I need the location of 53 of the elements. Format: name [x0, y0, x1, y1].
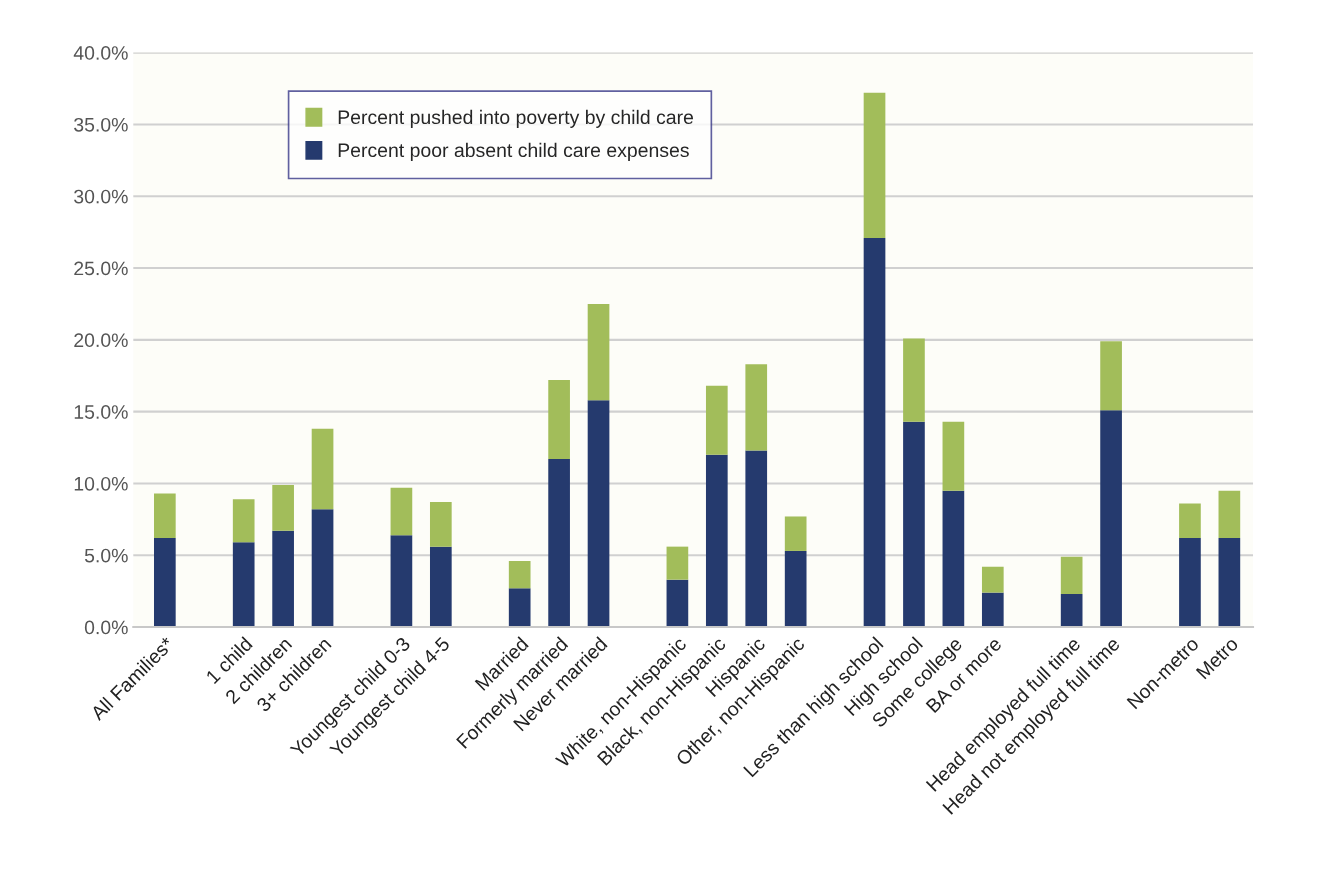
bar [903, 338, 925, 422]
bar [784, 550, 807, 628]
bar [311, 428, 334, 510]
bar [745, 450, 768, 628]
bar [1060, 594, 1083, 628]
bar [1179, 503, 1201, 539]
bar [1179, 538, 1201, 628]
legend-label: Percent poor absent child care expenses [338, 142, 689, 161]
bar [548, 459, 570, 628]
y-tick-label: 35.0% [74, 117, 128, 132]
bar [942, 490, 965, 628]
y-tick-label: 25.0% [74, 261, 128, 276]
y-tick-label: 15.0% [74, 405, 128, 419]
y-tick-label: 5.0% [84, 548, 128, 563]
bar [705, 454, 728, 628]
bar [705, 385, 728, 455]
bar [1218, 538, 1241, 628]
bar [232, 542, 255, 628]
bar [745, 364, 768, 451]
bar [863, 92, 886, 238]
bar [1060, 556, 1083, 595]
bar [942, 421, 965, 491]
bar [784, 516, 807, 551]
bar [232, 499, 255, 543]
bar [390, 535, 413, 628]
bar [1100, 410, 1122, 628]
bar [390, 487, 413, 536]
bar [981, 592, 1004, 628]
bar [429, 502, 452, 547]
y-tick-label: 40.0% [73, 46, 128, 60]
bar [154, 493, 176, 539]
bar [587, 303, 610, 401]
bar [429, 546, 452, 628]
bar [1218, 490, 1241, 539]
legend-label: Percent pushed into poverty by child care [338, 109, 694, 128]
bar [587, 400, 610, 628]
bar [311, 509, 334, 628]
bar [272, 530, 294, 628]
bar [548, 380, 570, 460]
bar [272, 484, 294, 531]
bar [508, 560, 531, 589]
bar [1100, 341, 1122, 411]
y-tick-label: 0.0% [84, 620, 128, 635]
y-tick-label: 10.0% [74, 476, 128, 491]
y-tick-label: 20.0% [74, 333, 128, 348]
bar [666, 546, 689, 580]
bar [981, 566, 1004, 593]
bar [154, 538, 176, 628]
bar [508, 588, 531, 628]
bar [666, 579, 689, 628]
bar [903, 421, 925, 628]
bar [863, 237, 886, 628]
y-tick-label: 30.0% [74, 189, 128, 204]
